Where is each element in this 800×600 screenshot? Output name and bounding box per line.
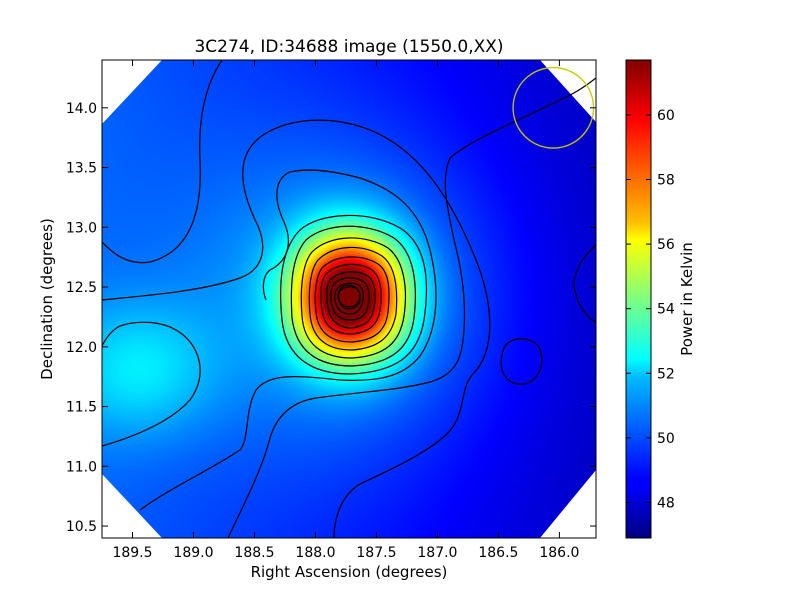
contour-line (320, 263, 382, 335)
y-tick-label: 11.5 (66, 400, 97, 416)
x-tick-label: 186.0 (539, 545, 579, 561)
colorbar-tick-label: 54 (657, 302, 675, 318)
contour-line (330, 277, 370, 321)
contour-line (300, 237, 407, 359)
plot-area: 189.5 189.0 188.5 188.0 187.5 187.0 186.5 186.0… (66, 59, 597, 561)
colorbar: 48 50 52 54 56 58 60 Power in Kelvin (625, 59, 696, 539)
chart-title: 3C274, ID:34688 image (1550.0,XX) (194, 37, 503, 57)
contour-line (102, 119, 491, 538)
contour-lines (102, 60, 596, 538)
contour-line (500, 338, 543, 385)
colorbar-gradient (625, 59, 652, 539)
y-tick-label: 12.5 (66, 280, 97, 296)
y-tick-label: 10.5 (66, 519, 97, 535)
x-tick-label: 186.5 (478, 545, 518, 561)
colorbar-tick-label: 58 (657, 173, 675, 189)
y-tick-label: 13.0 (66, 220, 97, 236)
x-tick-label: 187.5 (356, 545, 396, 561)
contour-line (444, 77, 596, 241)
x-tick-label: 188.0 (295, 545, 335, 561)
x-tick-label: 189.0 (173, 545, 213, 561)
contour-line (227, 239, 466, 538)
y-tick-label: 14.0 (66, 101, 97, 117)
y-axis-label: Declination (degrees) (38, 218, 56, 380)
plot-frame (101, 59, 597, 539)
contour-line (102, 321, 201, 447)
x-axis: 189.5 189.0 188.5 188.0 187.5 187.0 186.5 186.0 (112, 60, 579, 561)
colorbar-tick-label: 50 (657, 431, 675, 447)
contour-line (337, 284, 361, 308)
colorbar-tick-label: 60 (657, 108, 675, 124)
contour-line (139, 169, 437, 511)
contour-line (290, 225, 416, 367)
contour-line (280, 214, 428, 375)
contour-line (314, 256, 390, 343)
contour-line (573, 244, 596, 323)
x-tick-label: 187.0 (417, 545, 457, 561)
colorbar-tick-label: 48 (657, 495, 675, 511)
contour-line (334, 282, 364, 315)
y-axis: 10.5 11.0 11.5 12.0 12.5 13.0 13.5 14.0 (66, 101, 596, 535)
x-tick-label: 188.5 (234, 545, 274, 561)
y-tick-label: 11.0 (66, 459, 97, 475)
x-tick-label: 189.5 (112, 545, 152, 561)
contour-line (326, 271, 376, 329)
colorbar-label: Power in Kelvin (678, 242, 696, 356)
colorbar-tick-label: 52 (657, 366, 675, 382)
y-tick-label: 13.5 (66, 161, 97, 177)
colorbar-tick-label: 56 (657, 237, 675, 253)
contour-line (308, 246, 398, 351)
x-axis-label: Right Ascension (degrees) (251, 563, 448, 581)
heatmap-image (102, 60, 596, 538)
colorbar-ticks: 48 50 52 54 56 58 60 (626, 108, 675, 511)
y-tick-label: 12.0 (66, 340, 97, 356)
contour-line (102, 60, 223, 264)
